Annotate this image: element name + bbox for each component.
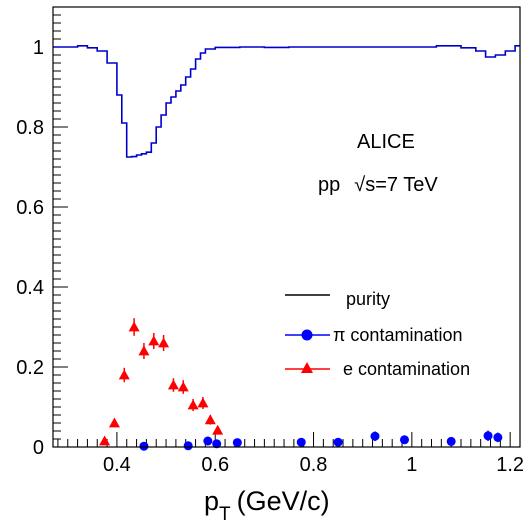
e-contamination-point: [204, 414, 216, 425]
e-contamination-point: [138, 345, 150, 356]
data-layer: [53, 45, 520, 451]
legend-pi-label: π contamination: [333, 325, 463, 345]
pi-contamination-point: [183, 441, 193, 451]
y-tick-label: 1: [33, 37, 44, 59]
pi-contamination-point: [232, 438, 242, 448]
legend-purity-label: purity: [346, 289, 390, 309]
e-contamination-point: [177, 381, 189, 392]
annotation-energy-sqrt: √s: [354, 174, 375, 196]
y-tick-label: 0.2: [16, 357, 44, 379]
pi-contamination-point: [399, 435, 409, 445]
e-contamination-point: [118, 369, 130, 380]
y-tick-label: 0.6: [16, 197, 44, 219]
e-contamination-point: [128, 321, 140, 332]
pi-contamination-point: [203, 436, 213, 446]
x-axis-title-units: (GeV/c): [237, 486, 330, 516]
y-tick-label: 0: [33, 437, 44, 459]
legend-e-marker: [301, 362, 313, 373]
y-tick-label: 0.8: [16, 117, 44, 139]
y-tick-label: 0.4: [16, 277, 44, 299]
pi-contamination-point: [483, 431, 493, 441]
e-contamination-point: [158, 337, 170, 348]
plot-frame: [52, 6, 521, 448]
x-axis-title-symbol: p: [204, 486, 219, 516]
x-tick-label: 1: [406, 454, 417, 476]
pi-contamination-point: [212, 439, 222, 449]
x-tick-label: 0.8: [300, 454, 328, 476]
pi-contamination-point: [370, 431, 380, 441]
pi-contamination-point: [139, 441, 149, 451]
x-tick-label: 0.4: [103, 454, 131, 476]
annotation-energy: pp √s=7 TeV: [318, 174, 438, 196]
e-contamination-point: [212, 424, 224, 435]
annotation-alice: ALICE: [357, 131, 415, 153]
annotation-energy-rest: =7 TeV: [375, 174, 438, 196]
e-contamination-point: [167, 379, 179, 390]
e-contamination-point: [187, 399, 199, 410]
legend-pi-marker: [301, 329, 313, 341]
ticks-layer: 0.4 0.6 0.8 1 1.2 0 0.2 0.4 0.6 0.8 1: [16, 6, 524, 476]
e-contamination-point: [148, 335, 160, 346]
legend-e-label: e contamination: [343, 359, 470, 379]
pi-contamination-point: [333, 437, 343, 447]
legend: purity π contamination e contamination: [285, 289, 470, 379]
pi-contamination-point: [493, 432, 503, 442]
e-contamination-point: [99, 435, 111, 446]
pi-contamination-point: [446, 436, 456, 446]
e-contamination-point: [108, 417, 120, 428]
e-contamination-point: [197, 397, 209, 408]
purity-curve: [53, 45, 520, 158]
x-tick-label: 1.2: [496, 454, 524, 476]
x-tick-label: 0.6: [201, 454, 229, 476]
x-axis-title: pT (GeV/c): [204, 486, 330, 525]
x-axis-title-subscript: T: [219, 504, 231, 525]
annotation-energy-prefix: pp: [318, 174, 340, 196]
pi-contamination-point: [296, 437, 306, 447]
